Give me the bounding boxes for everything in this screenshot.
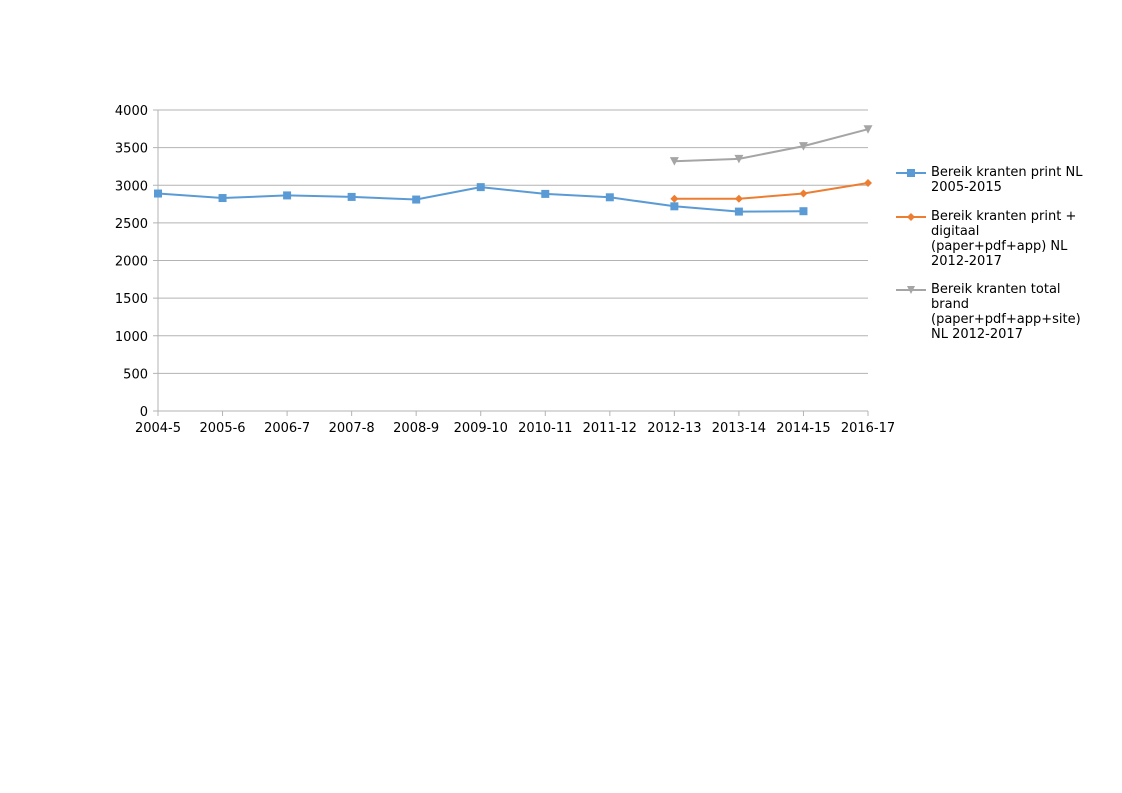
x-tick-label: 2012-13 bbox=[647, 421, 701, 436]
axes bbox=[153, 109, 869, 416]
x-tick-label: 2013-14 bbox=[712, 421, 766, 436]
x-tick-label: 2016-17 bbox=[841, 421, 895, 436]
series-line bbox=[674, 128, 869, 163]
y-tick-label: 2500 bbox=[115, 217, 148, 232]
y-tick-label: 4000 bbox=[115, 104, 148, 119]
data-point-square bbox=[218, 194, 227, 203]
legend-label-print-digitaal: Bereik kranten print + digitaal (paper+p… bbox=[931, 209, 1077, 269]
data-point-square bbox=[283, 191, 292, 200]
data-point-triangle bbox=[863, 125, 873, 134]
legend-swatch-print bbox=[896, 169, 926, 177]
data-point-diamond bbox=[734, 194, 743, 203]
data-point-square bbox=[347, 192, 356, 201]
y-tick-label: 3000 bbox=[115, 179, 148, 194]
data-point-triangle bbox=[669, 157, 679, 166]
data-point-diamond bbox=[670, 194, 679, 203]
x-tick-label: 2009-10 bbox=[454, 421, 508, 436]
x-tick-label: 2011-12 bbox=[583, 421, 637, 436]
legend-item-print-digitaal: Bereik kranten print + digitaal (paper+p… bbox=[896, 209, 1096, 269]
gridlines bbox=[158, 109, 868, 374]
series-line bbox=[674, 182, 869, 200]
data-point-square bbox=[476, 183, 485, 192]
data-point-diamond bbox=[864, 178, 872, 187]
x-tick-label: 2004-5 bbox=[135, 421, 181, 436]
x-tick-label: 2010-11 bbox=[518, 421, 572, 436]
legend-swatch-print-digitaal bbox=[896, 213, 926, 221]
legend-item-print: Bereik kranten print NL 2005-2015 bbox=[896, 165, 1096, 195]
legend-swatch-total-brand bbox=[896, 286, 926, 294]
data-point-square bbox=[670, 202, 679, 211]
series-lines bbox=[154, 125, 873, 216]
y-tick-labels: 0 500 1000 1500 2000 2500 3000 3500 4000 bbox=[115, 104, 148, 420]
y-tick-label: 0 bbox=[140, 405, 148, 420]
x-tick-label: 2008-9 bbox=[393, 421, 439, 436]
data-point-square bbox=[154, 189, 162, 198]
x-tick-label: 2014-15 bbox=[776, 421, 830, 436]
data-point-square bbox=[799, 207, 808, 216]
series-1 bbox=[670, 178, 872, 203]
series-2 bbox=[669, 125, 873, 166]
x-tick-labels: 2004-5 2005-6 2006-7 2007-8 2008-9 2009-10 201… bbox=[135, 421, 895, 436]
data-point-square bbox=[734, 207, 743, 216]
y-tick-label: 1000 bbox=[115, 330, 148, 345]
legend-item-total-brand: Bereik kranten total brand (paper+pdf+ap… bbox=[896, 282, 1096, 342]
legend-label-print: Bereik kranten print NL 2005-2015 bbox=[931, 165, 1083, 195]
x-tick-label: 2007-8 bbox=[329, 421, 375, 436]
y-tick-label: 2000 bbox=[115, 255, 148, 270]
data-point-square bbox=[541, 189, 550, 198]
data-point-triangle bbox=[798, 142, 808, 151]
legend: Bereik kranten print NL 2005-2015 Bereik… bbox=[896, 165, 1096, 356]
series-0 bbox=[154, 183, 808, 216]
y-tick-label: 3500 bbox=[115, 142, 148, 157]
x-tick-label: 2006-7 bbox=[264, 421, 310, 436]
data-point-square bbox=[412, 195, 421, 204]
data-point-diamond bbox=[799, 189, 808, 198]
data-point-square bbox=[605, 193, 614, 202]
x-tick-label: 2005-6 bbox=[200, 421, 246, 436]
legend-label-total-brand: Bereik kranten total brand (paper+pdf+ap… bbox=[931, 282, 1081, 342]
y-tick-label: 500 bbox=[123, 367, 148, 382]
y-tick-label: 1500 bbox=[115, 292, 148, 307]
data-point-triangle bbox=[734, 154, 744, 164]
